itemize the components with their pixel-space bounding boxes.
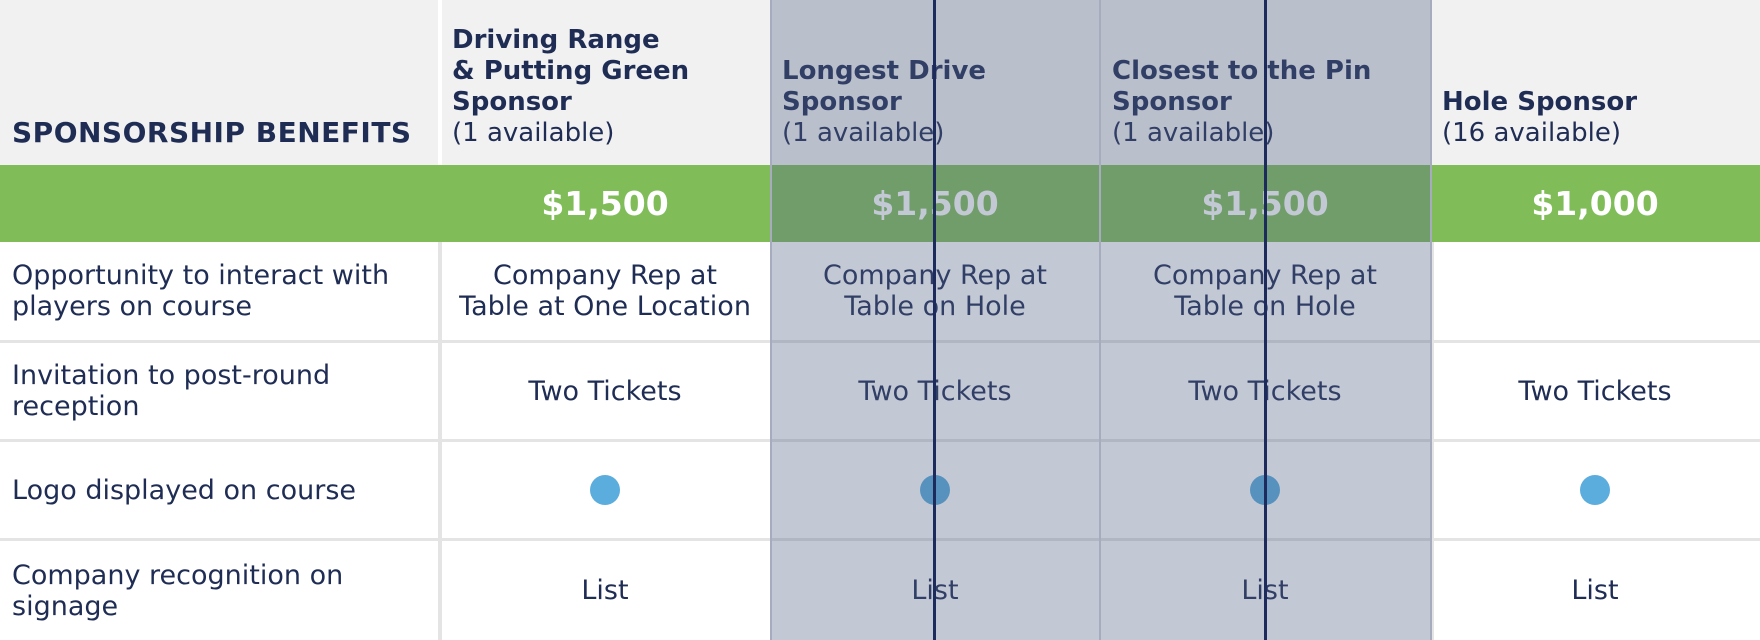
benefits-header-label: SPONSORSHIP BENEFITS [12, 116, 412, 149]
price-driving-range: $1,500 [541, 184, 669, 223]
filled-circle-icon [590, 475, 620, 505]
price-hole-sponsor: $1,000 [1531, 184, 1659, 223]
cell-interact-hole-sponsor [1430, 242, 1760, 340]
cell-reception-driving-range: Two Tickets [528, 375, 682, 407]
column-marker-line [933, 0, 936, 640]
row-label-reception: Invitation to post-round reception [12, 360, 331, 422]
benefits-header-cell: SPONSORSHIP BENEFITS [0, 0, 440, 165]
column-divider [438, 0, 442, 165]
column-header-driving-range: Driving Range & Putting Green Sponsor (1… [440, 0, 770, 165]
row-divider [0, 340, 1760, 343]
cell-logo-hole-sponsor [1430, 442, 1760, 538]
column-title: Closest to the Pin Sponsor [1112, 56, 1372, 117]
filled-circle-icon [1580, 475, 1610, 505]
price-bar [0, 165, 1760, 242]
column-availability: (16 available) [1442, 118, 1621, 148]
column-availability: (1 available) [782, 118, 945, 148]
row-label-signage: Company recognition on signage [12, 559, 344, 622]
row-divider [0, 439, 1760, 442]
column-title: Driving Range & Putting Green Sponsor [452, 25, 690, 117]
column-availability: (1 available) [452, 118, 615, 148]
cell-logo-driving-range [440, 442, 770, 538]
cell-interact-driving-range: Company Rep at Table at One Location [459, 260, 751, 322]
row-label-logo: Logo displayed on course [12, 474, 356, 506]
row-label-interact: Opportunity to interact with players on … [12, 260, 390, 322]
cell-interact-longest-drive: Company Rep at Table on Hole [822, 260, 1048, 322]
cell-interact-closest-to-pin: Company Rep at Table on Hole [1152, 260, 1378, 322]
column-marker-line [1264, 0, 1267, 640]
cell-reception-closest-to-pin: Two Tickets [1188, 375, 1342, 407]
row-divider [0, 538, 1760, 541]
cell-signage-hole-sponsor: List [1571, 575, 1619, 606]
column-title: Hole Sponsor [1442, 87, 1638, 117]
column-divider [438, 242, 442, 640]
cell-reception-hole-sponsor: Two Tickets [1518, 375, 1672, 407]
column-availability: (1 available) [1112, 118, 1275, 148]
cell-signage-driving-range: List [581, 575, 629, 606]
column-title: Longest Drive Sponsor [782, 56, 987, 117]
column-header-hole-sponsor: Hole Sponsor (16 available) [1430, 0, 1760, 165]
column-divider [1430, 242, 1434, 640]
